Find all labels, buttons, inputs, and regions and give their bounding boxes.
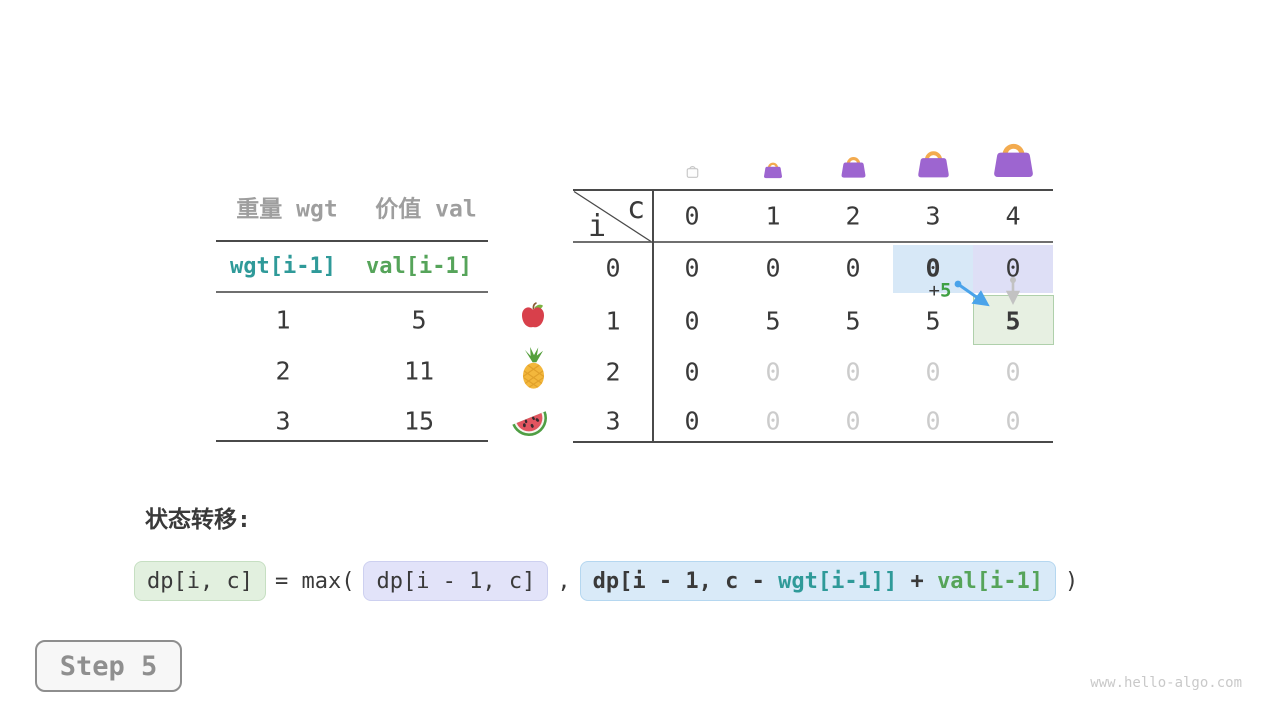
corner-row-var: i	[587, 209, 607, 244]
dp-cell-3-2: 0	[845, 406, 861, 436]
dp-table-border-bottom	[573, 441, 1053, 443]
apple-icon	[518, 301, 548, 331]
dp-cell-2-1: 0	[765, 357, 781, 387]
dp-table-border-top	[573, 189, 1053, 191]
empty-bag-icon-capacity-0	[685, 162, 700, 179]
items-subheader-val: val[i-1]	[366, 254, 472, 279]
bag-icon-capacity-2	[839, 152, 868, 179]
dp-cell-0-0: 0	[684, 253, 700, 283]
formula-take-part-3: +	[897, 568, 938, 594]
col-header-3: 3	[925, 201, 941, 231]
dp-cell-0-3: 0	[925, 253, 941, 283]
dp-cell-0-2: 0	[845, 253, 861, 283]
dp-cell-2-2: 0	[845, 357, 861, 387]
row-header-0: 0	[605, 253, 621, 283]
plus-sign: +	[928, 279, 940, 302]
formula-comma: ,	[557, 568, 571, 594]
bag-icon-capacity-3	[915, 145, 952, 179]
col-header-2: 2	[845, 201, 861, 231]
items-table-border-top	[216, 240, 488, 242]
step-indicator-button[interactable]: Step 5	[35, 640, 182, 692]
added-value: 5	[940, 279, 952, 302]
col-header-4: 4	[1005, 201, 1021, 231]
site-watermark: www.hello-algo.com	[1090, 675, 1242, 691]
dp-cell-3-1: 0	[765, 406, 781, 436]
formula-take-part-4: val[i-1]	[937, 568, 1044, 594]
dp-cell-2-4: 0	[1005, 357, 1021, 387]
item-3-weight: 3	[275, 406, 291, 436]
formula-option-skip: dp[i - 1, c]	[376, 568, 536, 594]
transition-heading: 状态转移:	[145, 507, 251, 533]
formula-take-box: dp[i - 1, c - wgt[i-1]] + val[i-1]	[579, 561, 1057, 601]
step-label: Step 5	[59, 650, 158, 682]
dp-cell-3-4: 0	[1005, 406, 1021, 436]
dp-cell-3-0: 0	[684, 406, 700, 436]
formula-close-paren: )	[1065, 568, 1079, 594]
transition-formula: dp[i, c] = max( dp[i - 1, c] , dp[i - 1,…	[134, 560, 1078, 602]
items-table-border-bottom	[216, 440, 488, 442]
item-1-weight: 1	[275, 305, 291, 335]
row-header-2: 2	[605, 357, 621, 387]
items-header-weight: 重量 wgt	[236, 196, 338, 223]
formula-skip-box: dp[i - 1, c]	[363, 561, 549, 601]
dp-cell-3-3: 0	[925, 406, 941, 436]
items-header-value: 价值 val	[375, 196, 477, 223]
row-header-1: 1	[605, 306, 621, 336]
dp-cell-1-2: 5	[845, 306, 861, 336]
dp-table-header-divider	[573, 241, 1053, 243]
dp-cell-2-3: 0	[925, 357, 941, 387]
dp-cell-2-0: 0	[684, 357, 700, 387]
formula-lhs: dp[i, c]	[147, 568, 253, 594]
pineapple-icon	[517, 346, 550, 390]
row-header-3: 3	[605, 406, 621, 436]
item-1-value: 5	[411, 305, 427, 335]
dp-cell-1-0: 0	[684, 306, 700, 336]
dp-cell-1-3: 5	[925, 306, 941, 336]
items-table-divider	[216, 291, 488, 293]
watermelon-icon	[508, 400, 550, 438]
formula-take-part-2: wgt[i-1]]	[778, 568, 898, 594]
formula-target-box: dp[i, c]	[134, 561, 266, 601]
items-subheader-wgt: wgt[i-1]	[230, 254, 336, 279]
bag-icon-capacity-1	[762, 159, 784, 179]
formula-equals-max: = max(	[274, 568, 355, 594]
col-header-0: 0	[684, 201, 700, 231]
formula-take-part-1: dp[i - 1, c -	[592, 568, 779, 594]
corner-col-var: c	[626, 191, 646, 226]
dp-cell-1-1: 5	[765, 306, 781, 336]
col-header-1: 1	[765, 201, 781, 231]
dp-cell-0-4: 0	[1005, 253, 1021, 283]
item-3-value: 15	[403, 406, 435, 436]
item-2-weight: 2	[275, 356, 291, 386]
dp-cell-1-4: 5	[1005, 306, 1021, 336]
item-2-value: 11	[403, 356, 435, 386]
plus-value-annotation: +5	[928, 279, 952, 302]
dp-cell-0-1: 0	[765, 253, 781, 283]
bag-icon-capacity-4	[990, 136, 1037, 179]
dp-table-stub-divider	[652, 189, 654, 443]
